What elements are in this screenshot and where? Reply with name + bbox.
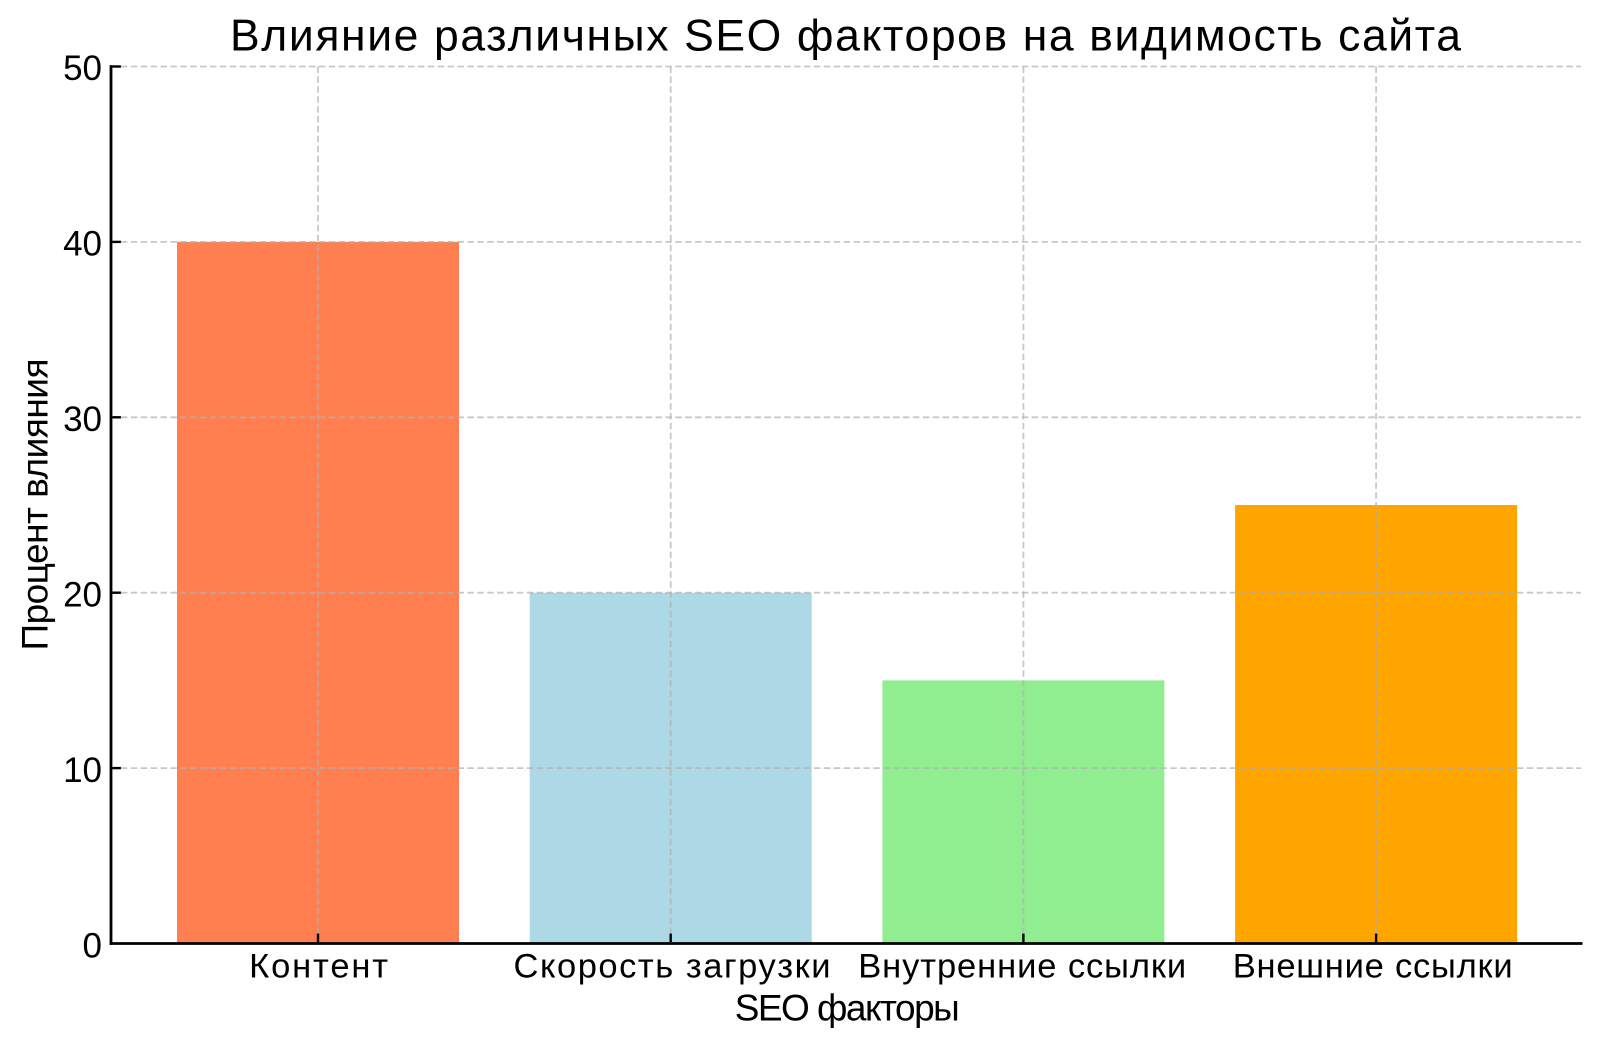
svg-text:Контент: Контент [249,948,388,986]
svg-text:Внутренние ссылки: Внутренние ссылки [858,948,1186,986]
svg-text:Влияние различных SEO факторов: Влияние различных SEO факторов на видимо… [230,12,1461,61]
svg-text:Внешние ссылки: Внешние ссылки [1233,948,1513,986]
svg-text:Скорость загрузки: Скорость загрузки [514,948,831,986]
svg-text:10: 10 [63,751,102,790]
svg-text:SEO факторы: SEO факторы [735,987,960,1028]
svg-text:Процент влияния: Процент влияния [15,359,56,651]
svg-text:20: 20 [63,576,102,615]
svg-text:30: 30 [63,400,102,439]
svg-text:50: 50 [63,49,102,88]
svg-text:40: 40 [63,225,102,264]
svg-text:0: 0 [83,926,102,965]
